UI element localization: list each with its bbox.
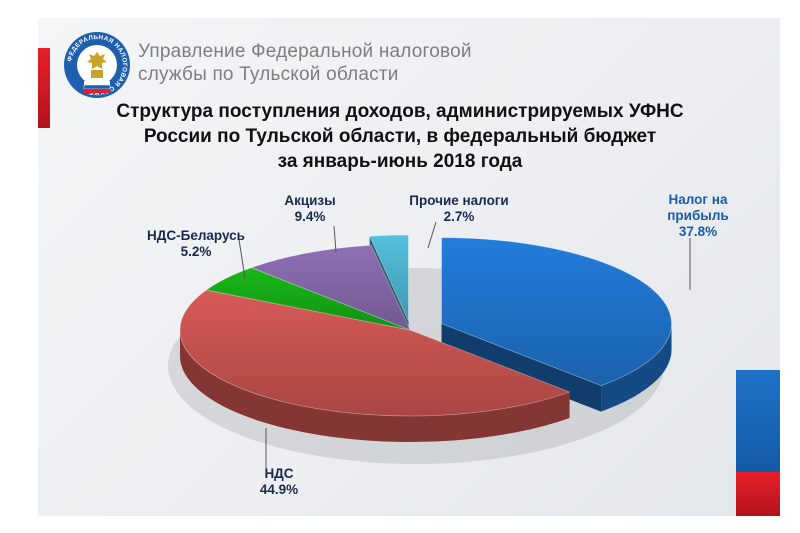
pie-label-value-3: 9.4%: [294, 209, 326, 224]
right-red-stripe: [736, 472, 780, 516]
right-blue-stripe: [736, 370, 780, 472]
pie-slice-2: [205, 267, 411, 331]
org-name-line-2: службы по Тульской области: [138, 64, 399, 85]
leader-line-4: [427, 221, 437, 249]
pie-label-3: Акцизы 9.4%: [240, 193, 380, 225]
chart-title-line-1: Структура поступления доходов, администр…: [116, 101, 684, 122]
pie-label-name-0-0: Налог на: [668, 192, 728, 207]
leader-line-3: [333, 225, 337, 253]
pie-label-4: Прочие налоги 2.7%: [389, 193, 529, 225]
pie-label-2: НДС-Беларусь 5.2%: [126, 228, 266, 260]
pie-label-name-0-1: прибыль: [667, 208, 729, 223]
pie-label-0: Налог на прибыль 37.8%: [628, 192, 768, 240]
organization-name: Управление Федеральной налоговой службы …: [138, 40, 472, 86]
fns-emblem-icon: ФЕДЕРАЛЬНАЯ НАЛОГОВАЯ СЛУЖБА: [64, 32, 130, 98]
pie-slice-4: [369, 234, 409, 322]
pie-label-name-4-0: Прочие налоги: [409, 193, 509, 208]
leader-line-2: [237, 232, 246, 279]
chart-title-line-2: России по Тульской области, в федеральны…: [143, 126, 657, 147]
pie-label-value-1: 44.9%: [259, 482, 299, 497]
pie-label-name-3-0: Акцизы: [284, 193, 336, 208]
pie-label-value-2: 5.2%: [180, 244, 212, 259]
pie-label-name-2-0: НДС-Беларусь: [147, 228, 245, 243]
pie-slice-0: [441, 237, 672, 387]
pie-slice-1: [179, 289, 571, 417]
left-red-stripe: [38, 48, 50, 128]
org-name-line-1: Управление Федеральной налоговой: [138, 41, 472, 62]
chart-title: Структура поступления доходов, администр…: [60, 99, 740, 174]
pie-label-value-0: 37.8%: [678, 224, 718, 239]
pie-slice-3: [250, 244, 411, 331]
pie-label-1: НДС 44.9%: [209, 466, 349, 498]
pie-label-value-4: 2.7%: [443, 209, 475, 224]
chart-title-line-3: за январь-июнь 2018 года: [277, 151, 523, 172]
pie-label-name-1-0: НДС: [264, 466, 294, 481]
